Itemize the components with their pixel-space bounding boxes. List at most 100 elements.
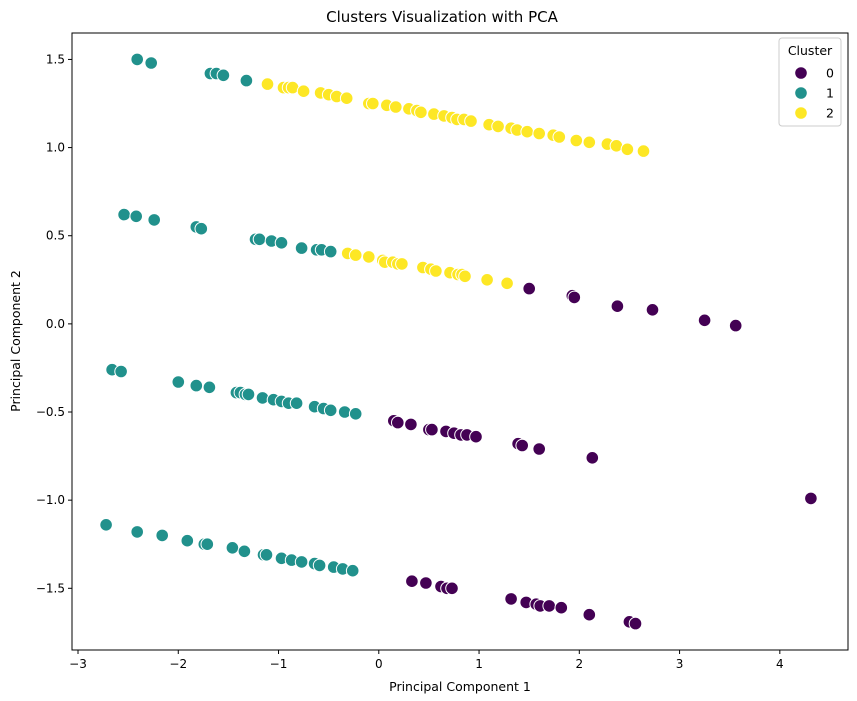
data-point xyxy=(296,84,311,98)
data-point xyxy=(389,100,403,114)
data-point xyxy=(419,576,433,590)
data-point xyxy=(585,451,600,465)
data-point xyxy=(491,119,505,134)
data-point xyxy=(339,91,354,105)
data-point xyxy=(464,114,478,128)
y-tick-label: −1.0 xyxy=(36,493,65,507)
y-tick-label: 0.0 xyxy=(46,317,65,331)
chart-title: Clusters Visualization with PCA xyxy=(326,8,558,26)
y-tick-label: 1.5 xyxy=(46,52,65,66)
data-point xyxy=(804,491,818,506)
data-point xyxy=(348,248,363,262)
data-point xyxy=(194,221,209,236)
series-cluster-0 xyxy=(387,281,818,631)
data-point xyxy=(425,422,439,437)
legend-marker xyxy=(794,106,808,120)
x-axis: −3 −2 −1 0 1 2 3 4 xyxy=(69,650,784,671)
data-point xyxy=(458,269,472,284)
x-tick-label: 2 xyxy=(575,657,583,671)
data-point xyxy=(697,313,712,328)
legend: Cluster 0 1 2 xyxy=(778,37,842,127)
x-tick-label: 0 xyxy=(375,657,383,671)
data-point xyxy=(129,209,143,224)
y-tick-label: −1.5 xyxy=(36,581,65,595)
data-point xyxy=(500,276,514,291)
data-point xyxy=(114,364,128,379)
data-point xyxy=(405,574,419,589)
data-point xyxy=(445,581,459,596)
data-point xyxy=(260,77,275,91)
data-point xyxy=(255,391,270,405)
data-point xyxy=(429,264,443,278)
data-point xyxy=(337,405,352,419)
y-tick-label: 1.0 xyxy=(46,141,65,155)
x-tick-label: −2 xyxy=(169,657,187,671)
data-point xyxy=(241,387,256,402)
data-point xyxy=(636,144,651,158)
data-point xyxy=(130,52,144,67)
data-point xyxy=(323,244,338,259)
x-tick-label: 3 xyxy=(676,657,684,671)
plot-frame xyxy=(71,32,849,651)
data-point xyxy=(130,525,144,539)
x-axis-label: Principal Component 1 xyxy=(389,679,531,694)
y-axis-label: Principal Component 2 xyxy=(8,270,23,412)
data-point xyxy=(225,541,240,555)
data-point xyxy=(345,563,360,578)
legend-marker xyxy=(794,86,808,100)
legend-label: 1 xyxy=(826,86,834,101)
data-point xyxy=(515,438,530,453)
data-point xyxy=(628,616,643,631)
data-point xyxy=(289,396,304,411)
data-point xyxy=(239,73,254,88)
data-point xyxy=(294,555,309,569)
data-point xyxy=(522,281,537,296)
data-point xyxy=(582,135,597,150)
data-point xyxy=(391,415,405,430)
legend-label: 2 xyxy=(826,106,834,121)
data-point xyxy=(480,273,494,287)
data-point xyxy=(348,407,363,421)
data-point xyxy=(180,533,195,548)
data-point xyxy=(532,442,547,456)
data-point xyxy=(728,318,743,333)
data-point xyxy=(312,558,327,573)
data-point xyxy=(366,96,380,111)
data-point xyxy=(610,299,625,314)
data-point xyxy=(552,130,567,144)
y-tick-label: −0.5 xyxy=(36,405,65,419)
data-point xyxy=(554,600,569,615)
data-point xyxy=(259,548,274,562)
data-point xyxy=(99,518,113,532)
data-point xyxy=(117,207,131,222)
data-point xyxy=(274,236,289,250)
data-point xyxy=(504,592,518,606)
data-point xyxy=(395,257,409,271)
data-point xyxy=(202,380,217,395)
data-point xyxy=(216,68,231,83)
data-point xyxy=(294,241,309,255)
x-tick-label: 1 xyxy=(475,657,483,671)
data-point xyxy=(200,537,215,552)
data-point xyxy=(567,290,582,305)
data-point xyxy=(144,56,158,70)
data-point xyxy=(620,142,635,157)
series-cluster-2 xyxy=(260,77,651,291)
data-point xyxy=(237,544,252,559)
data-point xyxy=(542,599,557,613)
y-axis: −1.5 −1.0 −0.5 0.0 0.5 1.0 1.5 xyxy=(36,52,72,595)
data-point xyxy=(469,429,483,444)
data-point xyxy=(252,232,267,247)
y-tick-label: 0.5 xyxy=(46,229,65,243)
plot-area xyxy=(99,52,818,631)
series-cluster-1 xyxy=(99,52,363,578)
data-point xyxy=(532,126,547,141)
data-point xyxy=(582,607,597,622)
data-point xyxy=(147,213,161,227)
data-point xyxy=(171,375,186,389)
legend-box xyxy=(778,37,842,127)
data-point xyxy=(569,133,584,148)
x-tick-label: −1 xyxy=(270,657,288,671)
data-point xyxy=(645,303,660,317)
